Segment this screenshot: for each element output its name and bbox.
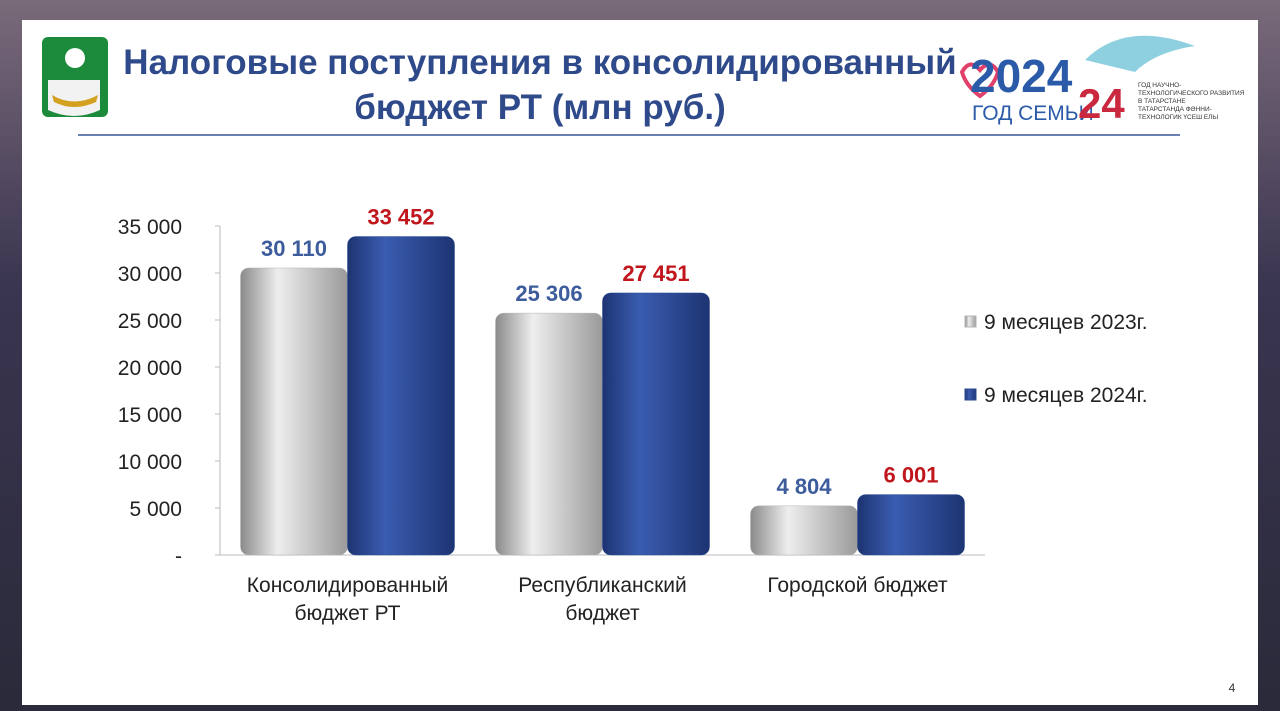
bar	[602, 292, 710, 556]
value-label: 4 804	[776, 474, 832, 499]
bar	[347, 236, 455, 556]
coat-of-arms	[42, 37, 108, 117]
heart-icon	[959, 62, 1001, 99]
logo-caption-ru: ГОД НАУЧНО-ТЕХНОЛОГИЧЕСКОГО РАЗВИТИЯ В Т…	[1138, 82, 1245, 105]
logo-family: ГОД СЕМЬИ	[972, 102, 1094, 125]
bird-icon	[1085, 35, 1195, 72]
x-tick-label: Консолидированный бюджет РТ	[246, 574, 449, 625]
legend-label: 9 месяцев 2024г.	[984, 384, 1148, 407]
value-label: 27 451	[622, 261, 689, 286]
y-tick-label: -	[175, 545, 182, 568]
y-tick-label: 35 000	[118, 216, 182, 239]
value-label: 25 306	[515, 281, 582, 306]
page-number: 4	[1229, 681, 1236, 695]
bar	[495, 312, 603, 556]
logo-science-year: 24	[1078, 80, 1125, 127]
x-tick-label: Городской бюджет	[767, 574, 948, 597]
value-label: 6 001	[883, 463, 938, 488]
logo-year: 2024	[970, 50, 1073, 102]
y-tick-label: 20 000	[118, 357, 182, 380]
y-tick-label: 10 000	[118, 451, 182, 474]
x-tick-label: Республиканский бюджет	[518, 574, 687, 625]
bar	[857, 494, 965, 556]
chart-title: Налоговые поступления в консолидированны…	[123, 43, 957, 127]
y-tick-label: 25 000	[118, 310, 182, 333]
legend-marker	[964, 388, 977, 401]
value-label: 30 110	[261, 236, 327, 261]
logo-caption: ГОД НАУЧНО-ТЕХНОЛОГИЧЕСКОГО РАЗВИТИЯ В Т…	[1138, 82, 1245, 121]
bar	[750, 505, 858, 556]
value-label: 33 452	[367, 205, 434, 230]
logo-caption-tt: ТАТАРСТАНДА ФӘННИ-ТЕХНОЛОГИК ҮСЕШ ЕЛЫ	[1138, 106, 1219, 121]
bar	[240, 267, 348, 556]
y-tick-label: 30 000	[118, 263, 182, 286]
y-tick-label: 15 000	[118, 404, 182, 427]
legend-label: 9 месяцев 2023г.	[984, 311, 1148, 334]
y-tick-label: 5 000	[129, 498, 182, 521]
legend-marker	[964, 315, 977, 328]
